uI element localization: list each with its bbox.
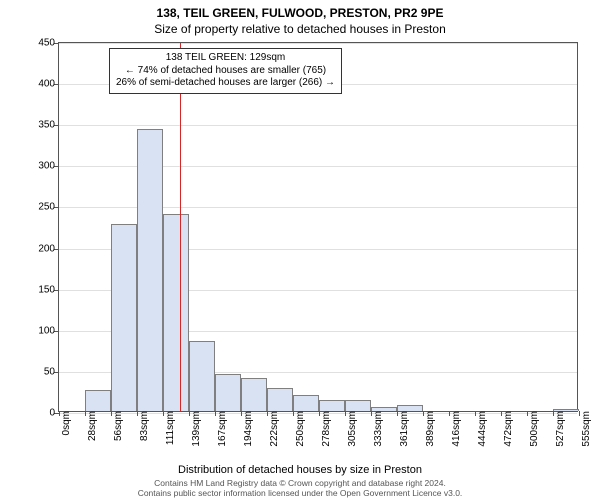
- ytick-label: 100: [29, 325, 59, 336]
- annotation-line-3: 26% of semi-detached houses are larger (…: [116, 77, 335, 90]
- histogram-bar: [553, 409, 579, 411]
- histogram-bar: [85, 390, 111, 411]
- footer-attribution: Contains HM Land Registry data © Crown c…: [0, 478, 600, 498]
- histogram-bar: [293, 395, 319, 411]
- chart-container: 138, TEIL GREEN, FULWOOD, PRESTON, PR2 9…: [0, 0, 600, 500]
- footer-line-2: Contains public sector information licen…: [0, 488, 600, 498]
- xtick-label: 333sqm: [371, 411, 384, 447]
- gridline: [59, 125, 577, 126]
- ytick-label: 50: [29, 366, 59, 377]
- chart-title-sub: Size of property relative to detached ho…: [0, 20, 600, 36]
- xtick-label: 444sqm: [475, 411, 488, 447]
- xtick-label: 278sqm: [319, 411, 332, 447]
- ytick-label: 400: [29, 79, 59, 90]
- histogram-bar: [345, 400, 371, 411]
- footer-line-1: Contains HM Land Registry data © Crown c…: [0, 478, 600, 488]
- chart-title-main: 138, TEIL GREEN, FULWOOD, PRESTON, PR2 9…: [0, 0, 600, 20]
- xtick-label: 416sqm: [449, 411, 462, 447]
- histogram-bar: [189, 341, 215, 411]
- xtick-label: 250sqm: [293, 411, 306, 447]
- ytick-label: 0: [29, 408, 59, 419]
- xtick-label: 28sqm: [85, 411, 98, 441]
- histogram-bar: [397, 405, 423, 411]
- histogram-bar: [371, 407, 397, 411]
- xtick-label: 0sqm: [59, 411, 72, 435]
- plot-area: 0501001502002503003504004500sqm28sqm56sq…: [58, 42, 578, 412]
- xtick-label: 111sqm: [163, 411, 176, 445]
- xtick-label: 389sqm: [423, 411, 436, 447]
- xtick-label: 500sqm: [527, 411, 540, 447]
- annotation-line-1: 138 TEIL GREEN: 129sqm: [116, 52, 335, 65]
- xtick-label: 56sqm: [111, 411, 124, 441]
- x-axis-label: Distribution of detached houses by size …: [0, 464, 600, 476]
- ytick-label: 450: [29, 38, 59, 49]
- histogram-bar: [137, 129, 163, 411]
- ytick-label: 350: [29, 120, 59, 131]
- ytick-label: 300: [29, 161, 59, 172]
- histogram-bar: [111, 224, 137, 411]
- ytick-label: 150: [29, 284, 59, 295]
- ytick-label: 200: [29, 243, 59, 254]
- gridline: [59, 43, 577, 44]
- xtick-label: 222sqm: [267, 411, 280, 447]
- xtick-label: 361sqm: [397, 411, 410, 447]
- annotation-line-2: ← 74% of detached houses are smaller (76…: [116, 65, 335, 78]
- xtick-label: 305sqm: [345, 411, 358, 447]
- xtick-label: 527sqm: [553, 411, 566, 447]
- histogram-bar: [319, 400, 345, 411]
- xtick-label: 194sqm: [241, 411, 254, 447]
- xtick-label: 167sqm: [215, 411, 228, 447]
- xtick-label: 472sqm: [501, 411, 514, 447]
- histogram-bar: [163, 214, 189, 411]
- annotation-box: 138 TEIL GREEN: 129sqm ← 74% of detached…: [109, 48, 342, 94]
- reference-line: [180, 43, 182, 411]
- xtick-label: 139sqm: [189, 411, 202, 447]
- ytick-label: 250: [29, 202, 59, 213]
- xtick-label: 555sqm: [579, 411, 592, 447]
- histogram-bar: [215, 374, 241, 411]
- xtick-label: 83sqm: [137, 411, 150, 441]
- histogram-bar: [241, 378, 267, 411]
- histogram-bar: [267, 388, 293, 411]
